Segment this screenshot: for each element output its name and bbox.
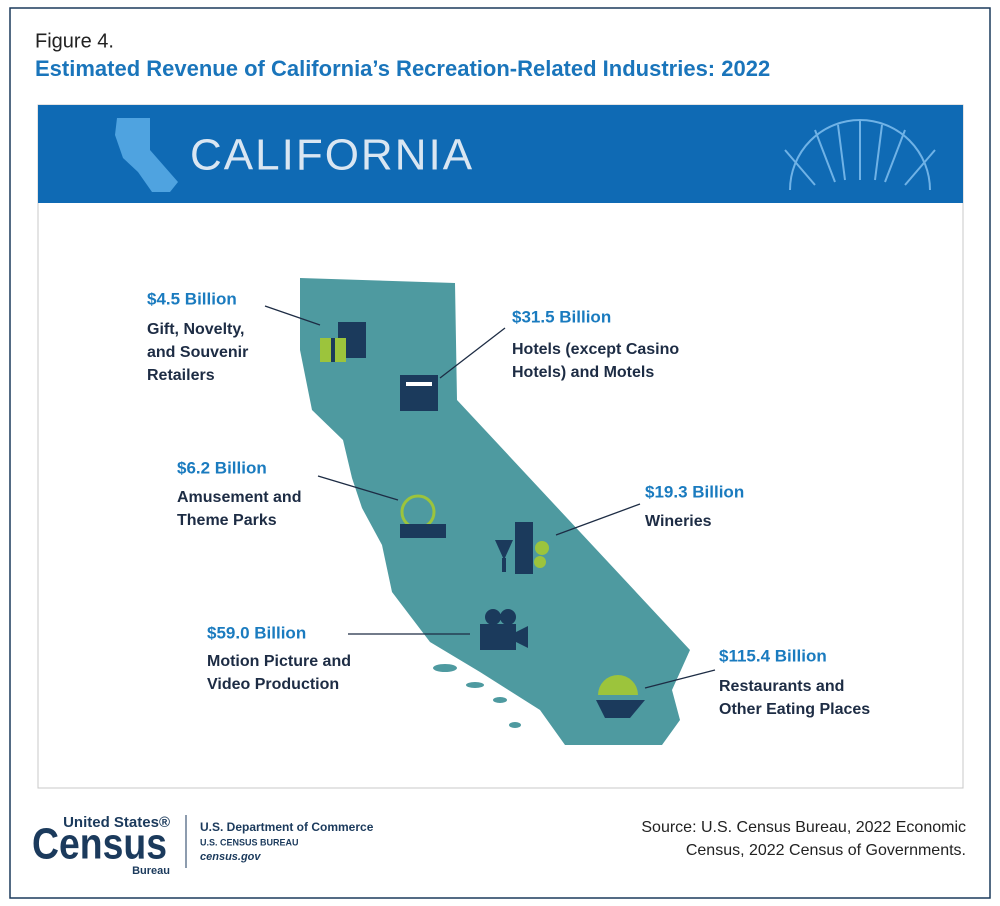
icon-ferris-wheel: [400, 494, 446, 538]
industry-name: Video Production: [207, 676, 339, 693]
industry-name: Gift, Novelty,: [147, 321, 245, 338]
banner: [38, 105, 963, 203]
state-silhouette: [115, 118, 178, 192]
industry-name: Hotels (except Casino: [512, 341, 679, 358]
agency-name: U.S. Department of Commerce: [200, 820, 374, 834]
industry-name: Wineries: [645, 513, 712, 530]
revenue-value: $31.5 Billion: [512, 307, 611, 326]
industry-name: Amusement and: [177, 489, 301, 506]
leader-line: [644, 669, 716, 689]
revenue-value: $6.2 Billion: [177, 458, 267, 477]
agency-bureau: U.S. CENSUS BUREAU: [200, 837, 299, 847]
leader-line: [264, 305, 321, 326]
industry-name: Other Eating Places: [719, 701, 870, 718]
icon-gift: [320, 322, 366, 362]
figure-label: Figure 4.: [35, 30, 114, 52]
revenue-value: $4.5 Billion: [147, 289, 237, 308]
revenue-value: $59.0 Billion: [207, 623, 306, 642]
industry-name: Hotels) and Motels: [512, 364, 654, 381]
banner-text: CALIFORNIA: [190, 131, 474, 180]
icon-hotel: [400, 375, 438, 411]
logo-main: Census: [32, 820, 167, 869]
revenue-value: $19.3 Billion: [645, 482, 744, 501]
icon-wine: [495, 522, 549, 574]
revenue-value: $115.4 Billion: [719, 646, 827, 665]
california-map: [300, 278, 690, 745]
icon-camera: [480, 609, 528, 650]
industry-name: Restaurants and: [719, 678, 844, 695]
islands: [433, 664, 521, 728]
source: Source: U.S. Census Bureau, 2022 Economi…: [641, 819, 966, 836]
industry-name: Theme Parks: [177, 512, 277, 529]
source: Census, 2022 Census of Governments.: [686, 842, 966, 859]
agency-url: census.gov: [200, 851, 261, 863]
leader-line: [555, 503, 641, 536]
logo-top: United States®: [63, 814, 170, 831]
industry-name: Motion Picture and: [207, 653, 351, 670]
industry-name: Retailers: [147, 367, 215, 384]
logo-bottom: Bureau: [132, 865, 170, 877]
industry-name: and Souvenir: [147, 344, 248, 361]
leader-line: [439, 327, 506, 379]
leader-line: [317, 475, 399, 501]
icon-restaurant: [596, 675, 645, 718]
title: Estimated Revenue of California’s Recrea…: [35, 56, 770, 81]
sunburst: [784, 119, 936, 191]
